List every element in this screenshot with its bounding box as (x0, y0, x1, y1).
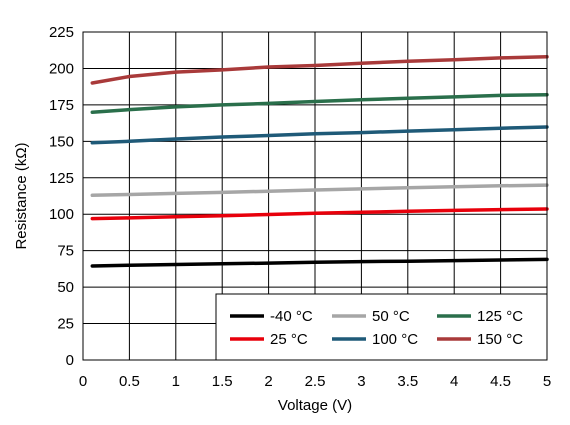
series-line (90, 55, 549, 85)
series-line (90, 92, 549, 114)
legend-label: 50 °C (372, 308, 410, 325)
legend-label: 150 °C (477, 331, 523, 348)
x-tick-label: 1.5 (212, 373, 233, 390)
series-layer (90, 55, 549, 268)
x-tick-label: 3 (357, 373, 365, 390)
y-tick-label: 25 (57, 316, 74, 333)
x-tick-label: 4 (450, 373, 458, 390)
x-tick-label: 3.5 (397, 373, 418, 390)
x-tick-label: 5 (543, 373, 551, 390)
legend-label: 100 °C (372, 331, 418, 348)
x-tick-label: 1 (172, 373, 180, 390)
legend-box (215, 293, 548, 361)
x-tick-label: 2.5 (305, 373, 326, 390)
x-axis-title: Voltage (V) (278, 397, 352, 414)
series-line (90, 125, 549, 145)
x-tick-label: 4.5 (490, 373, 511, 390)
series-line (90, 257, 549, 268)
y-tick-label: 200 (49, 60, 74, 77)
legend-label: 25 °C (270, 331, 308, 348)
legend: -40 °C 50 °C 125 °C 25 °C 100 °C 150 °C (215, 293, 548, 361)
legend-label: 125 °C (477, 308, 523, 325)
series-line (90, 183, 549, 198)
legend-label: -40 °C (270, 308, 313, 325)
y-tick-label: 150 (49, 133, 74, 150)
y-tick-label: 100 (49, 206, 74, 223)
y-tick-label: 225 (49, 24, 74, 41)
x-tick-labels: 0 0.5 1 1.5 2 2.5 3 3.5 4 4.5 5 (79, 373, 551, 390)
x-tick-label: 2 (264, 373, 272, 390)
x-tick-label: 0.5 (119, 373, 140, 390)
x-tick-label: 0 (79, 373, 87, 390)
y-tick-labels: 0 25 50 75 100 125 150 175 200 225 (49, 24, 74, 369)
y-tick-label: 75 (57, 243, 74, 260)
series-line (90, 207, 549, 221)
y-tick-label: 125 (49, 170, 74, 187)
y-tick-label: 175 (49, 97, 74, 114)
y-tick-label: 0 (66, 352, 74, 369)
y-axis-title: Resistance (kΩ) (13, 142, 30, 249)
y-tick-label: 50 (57, 279, 74, 296)
